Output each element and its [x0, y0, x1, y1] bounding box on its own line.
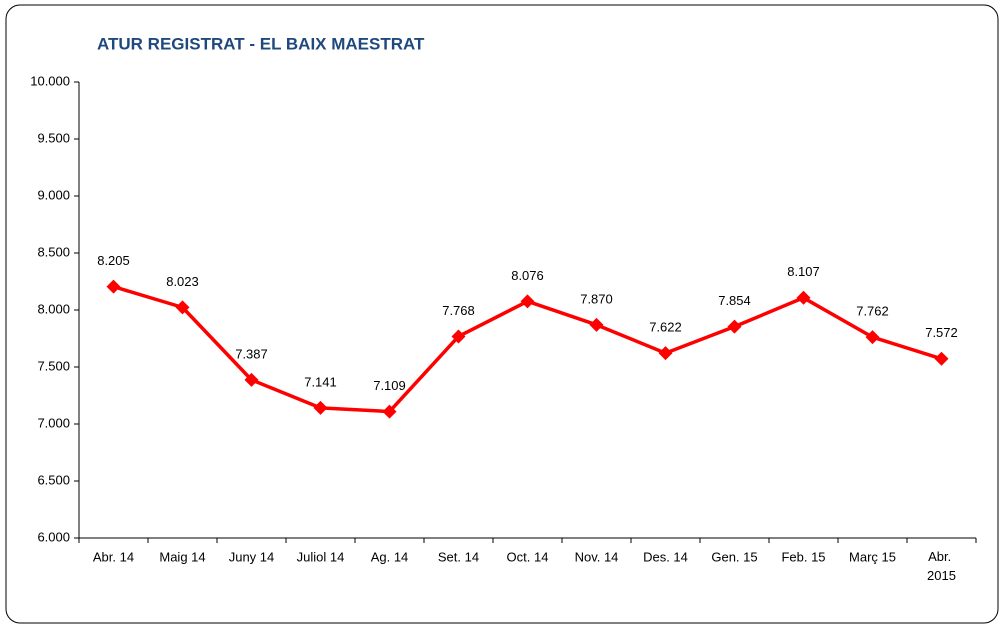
x-tick-label: Abr. 14: [93, 549, 134, 564]
data-label: 7.768: [442, 303, 475, 318]
data-label: 7.622: [649, 320, 682, 335]
y-tick-label: 7.500: [37, 358, 70, 373]
data-label: 7.572: [925, 325, 958, 340]
x-tick-label: Oct. 14: [507, 549, 549, 564]
marker: [106, 279, 121, 294]
x-tick-label: Des. 14: [643, 549, 688, 564]
y-tick-label: 6.500: [37, 472, 70, 487]
x-tick-label: Ag. 14: [371, 549, 409, 564]
marker: [865, 330, 880, 345]
x-tick-label: Gen. 15: [711, 549, 757, 564]
data-label: 7.109: [373, 378, 406, 393]
x-tick-label: Maig 14: [159, 549, 205, 564]
marker: [451, 329, 466, 344]
marker: [382, 404, 397, 419]
y-tick-label: 8.000: [37, 301, 70, 316]
marker: [589, 317, 604, 332]
data-label: 7.141: [304, 374, 337, 389]
y-tick-label: 6.000: [37, 529, 70, 544]
marker: [934, 351, 949, 366]
y-tick-label: 9.000: [37, 187, 70, 202]
x-tick-label: Juliol 14: [297, 549, 345, 564]
marker: [244, 372, 259, 387]
x-tick-label: Març 15: [849, 549, 896, 564]
y-tick-label: 8.500: [37, 244, 70, 259]
data-label: 8.023: [166, 274, 199, 289]
x-tick-label: Set. 14: [438, 549, 479, 564]
data-label: 7.387: [235, 346, 268, 361]
y-tick-label: 10.000: [30, 73, 70, 88]
x-tick-label: Juny 14: [229, 549, 275, 564]
marker: [727, 319, 742, 334]
data-label: 8.107: [787, 264, 820, 279]
x-tick-label: Feb. 15: [781, 549, 825, 564]
marker: [313, 400, 328, 415]
data-label: 8.205: [97, 253, 130, 268]
x-tick-label-line: 2015: [927, 568, 956, 583]
marker: [658, 346, 673, 361]
x-tick-label: Abr. 2015: [927, 549, 956, 583]
y-tick-label: 9.500: [37, 130, 70, 145]
data-label: 7.870: [580, 291, 613, 306]
data-label: 8.076: [511, 268, 544, 283]
data-label: 7.854: [718, 293, 751, 308]
x-tick-label-line: Abr.: [928, 549, 955, 564]
chart-title: ATUR REGISTRAT - EL BAIX MAESTRAT: [97, 34, 425, 53]
data-label: 7.762: [856, 304, 889, 319]
marker: [520, 294, 535, 309]
x-tick-label: Nov. 14: [575, 549, 619, 564]
marker: [175, 300, 190, 315]
marker: [796, 290, 811, 305]
y-tick-label: 7.000: [37, 415, 70, 430]
